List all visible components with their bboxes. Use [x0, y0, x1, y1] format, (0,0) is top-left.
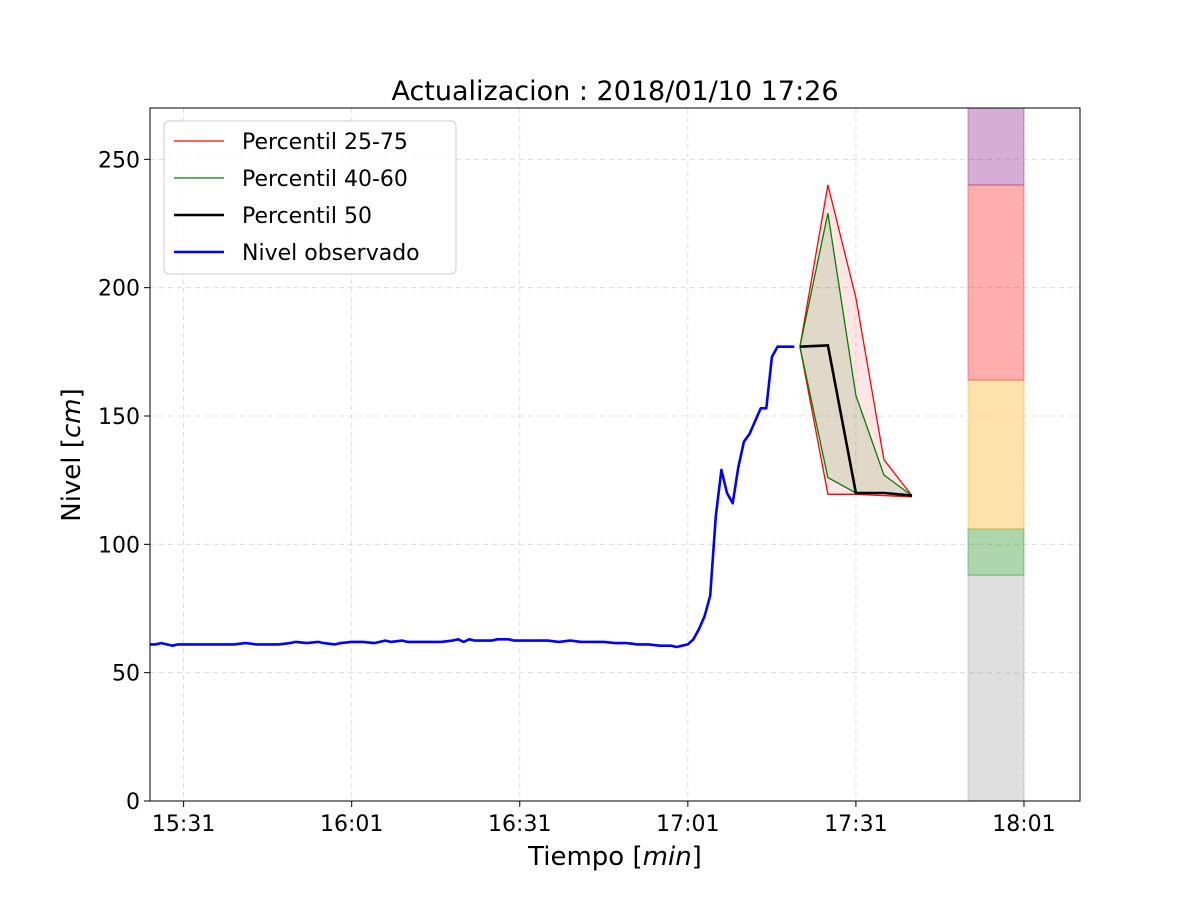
x-axis-label-open: [ — [624, 842, 642, 872]
legend-label: Percentil 50 — [242, 204, 372, 229]
legend: Percentil 25-75 Percentil 40-60 Percentil … — [163, 120, 457, 275]
x-axis-label: Tiempo [min] — [527, 842, 702, 872]
y-tick-label: 100 — [98, 533, 140, 558]
level-band — [967, 528, 1025, 576]
y-tick-label: 0 — [126, 790, 140, 815]
x-tick-label: 15:31 — [152, 812, 215, 837]
observed-level-line — [150, 345, 795, 649]
x-tick-label: 16:31 — [488, 812, 551, 837]
y-tick-label: 250 — [98, 148, 140, 173]
chart-title: Actualizacion : 2018/01/10 17:26 — [391, 76, 838, 107]
x-tick-label: 16:01 — [320, 812, 383, 837]
y-axis-label-open: [ — [57, 438, 87, 456]
x-tick-label: 17:01 — [656, 812, 719, 837]
percentile-40-60-fill — [799, 213, 912, 496]
percentile-75-line — [799, 184, 913, 496]
legend-label: Percentil 40-60 — [242, 167, 408, 192]
level-band — [967, 107, 1025, 186]
series-layer — [150, 184, 913, 649]
percentile-25-75-fill — [799, 185, 912, 497]
y-tick-label: 200 — [98, 277, 140, 302]
y-axis-label: Nivel [cm] — [57, 388, 87, 521]
legend-label: Percentil 25-75 — [242, 130, 408, 155]
x-axis-unit: min — [643, 842, 692, 872]
x-tick-label: 17:31 — [824, 812, 887, 837]
legend-box — [163, 120, 457, 275]
x-axis-label-close: ] — [692, 842, 702, 872]
level-band — [967, 379, 1025, 530]
level-band — [967, 184, 1025, 381]
percentile-50-line — [799, 344, 913, 497]
y-tick-label: 50 — [112, 662, 140, 687]
legend-label: Nivel observado — [242, 241, 420, 266]
y-axis-unit: cm — [57, 398, 87, 438]
level-bands — [967, 107, 1025, 802]
y-axis-label-text: Nivel — [57, 456, 87, 521]
x-axis-label-text: Tiempo — [527, 842, 624, 872]
plot-frame — [149, 107, 1081, 802]
y-axis-label-close: ] — [57, 388, 87, 398]
percentile-60-line — [799, 213, 913, 497]
ticks-layer: 15:31 16:01 16:31 17:01 17:31 18:01 0 50 100 150 2… — [98, 148, 1056, 837]
x-tick-label: 18:01 — [992, 812, 1055, 837]
level-band — [967, 574, 1025, 802]
y-tick-label: 150 — [98, 405, 140, 430]
